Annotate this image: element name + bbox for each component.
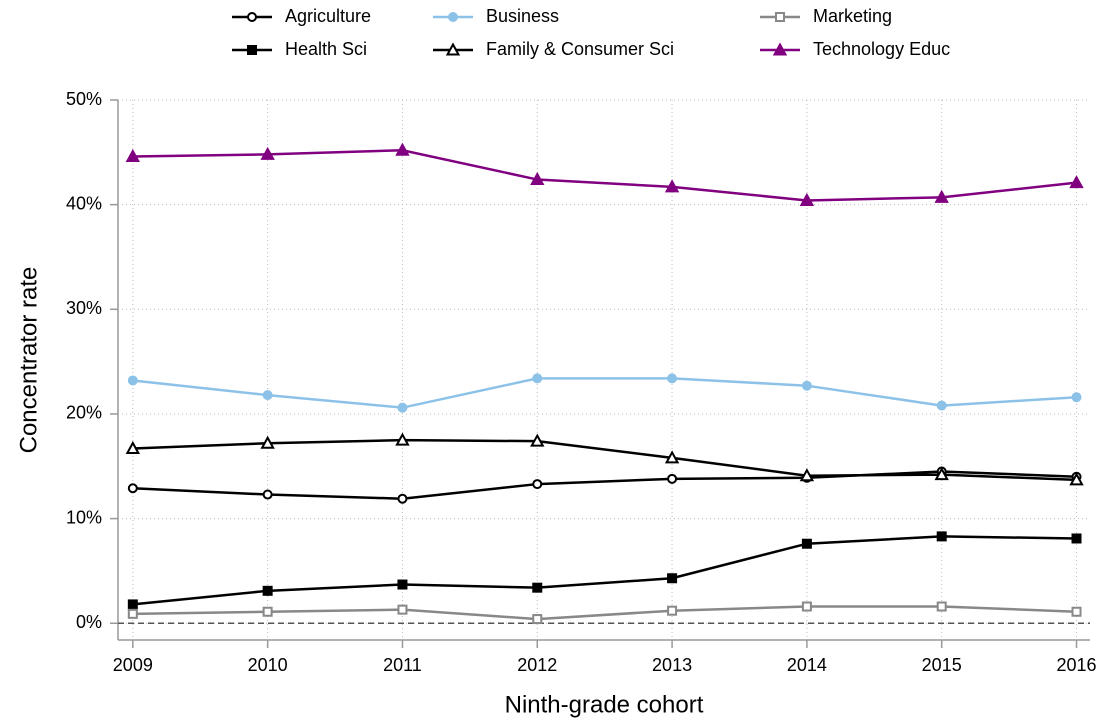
x-axis-label: Ninth-grade cohort xyxy=(505,691,704,718)
marker xyxy=(801,538,812,549)
marker xyxy=(260,435,275,449)
marker xyxy=(260,146,275,160)
marker xyxy=(667,373,678,384)
marker xyxy=(936,601,947,612)
legend-marker xyxy=(247,45,257,55)
legend-marker xyxy=(247,12,257,22)
legend-label: Marketing xyxy=(813,6,892,26)
marker xyxy=(397,579,408,590)
marker xyxy=(799,468,815,482)
x-tick-label: 2009 xyxy=(113,655,153,675)
marker xyxy=(801,601,812,612)
marker xyxy=(801,380,812,391)
marker xyxy=(127,599,138,610)
legend-label: Family & Consumer Sci xyxy=(486,39,674,59)
marker xyxy=(532,614,543,625)
y-tick-label: 10% xyxy=(66,507,102,527)
marker xyxy=(530,433,545,447)
marker xyxy=(664,179,680,193)
x-tick-label: 2016 xyxy=(1056,655,1096,675)
y-tick-label: 20% xyxy=(66,403,102,423)
marker xyxy=(936,400,947,411)
y-tick-label: 50% xyxy=(66,89,102,109)
marker xyxy=(530,171,545,186)
y-tick-label: 40% xyxy=(66,193,102,213)
x-tick-label: 2011 xyxy=(383,655,422,675)
y-tick-label: 30% xyxy=(66,298,102,318)
marker xyxy=(397,402,408,413)
marker xyxy=(262,606,273,617)
marker xyxy=(936,531,947,542)
marker xyxy=(532,373,543,384)
marker xyxy=(532,479,543,490)
marker xyxy=(262,390,273,401)
marker xyxy=(532,582,543,593)
marker xyxy=(127,375,138,386)
x-tick-label: 2010 xyxy=(248,655,288,675)
marker xyxy=(667,473,678,484)
marker xyxy=(1069,472,1084,486)
marker xyxy=(799,192,815,206)
marker xyxy=(397,604,408,615)
marker xyxy=(397,493,408,504)
y-axis-label: Concentrator rate xyxy=(15,267,42,454)
marker xyxy=(127,608,138,619)
marker xyxy=(667,605,678,616)
legend-label: Health Sci xyxy=(285,39,367,59)
x-tick-label: 2013 xyxy=(652,655,692,675)
series-line xyxy=(132,377,1077,409)
marker xyxy=(125,148,141,163)
marker xyxy=(667,573,678,584)
marker xyxy=(262,585,273,596)
legend-marker xyxy=(445,42,461,56)
marker xyxy=(262,489,273,500)
legend-label: Technology Educ xyxy=(813,39,950,59)
legend-marker xyxy=(448,12,458,22)
legend-marker xyxy=(772,42,788,56)
series-line xyxy=(132,535,1077,606)
y-tick-label: 0% xyxy=(76,612,102,632)
marker xyxy=(125,440,141,454)
marker xyxy=(1071,533,1082,544)
legend-marker xyxy=(775,12,785,22)
marker xyxy=(934,467,949,481)
x-tick-label: 2015 xyxy=(922,655,962,675)
marker xyxy=(664,450,680,464)
marker xyxy=(1071,606,1082,617)
marker xyxy=(395,142,410,156)
legend-label: Agriculture xyxy=(285,6,371,26)
marker xyxy=(1071,392,1082,403)
marker xyxy=(934,189,949,203)
series-line xyxy=(132,438,1077,482)
x-tick-label: 2012 xyxy=(517,655,557,675)
series-line xyxy=(132,605,1077,621)
marker xyxy=(1069,175,1084,189)
series-line xyxy=(132,470,1077,500)
series-line xyxy=(132,148,1077,202)
marker xyxy=(127,483,138,494)
marker xyxy=(395,432,410,446)
legend-label: Business xyxy=(486,6,559,26)
x-tick-label: 2014 xyxy=(787,655,827,675)
